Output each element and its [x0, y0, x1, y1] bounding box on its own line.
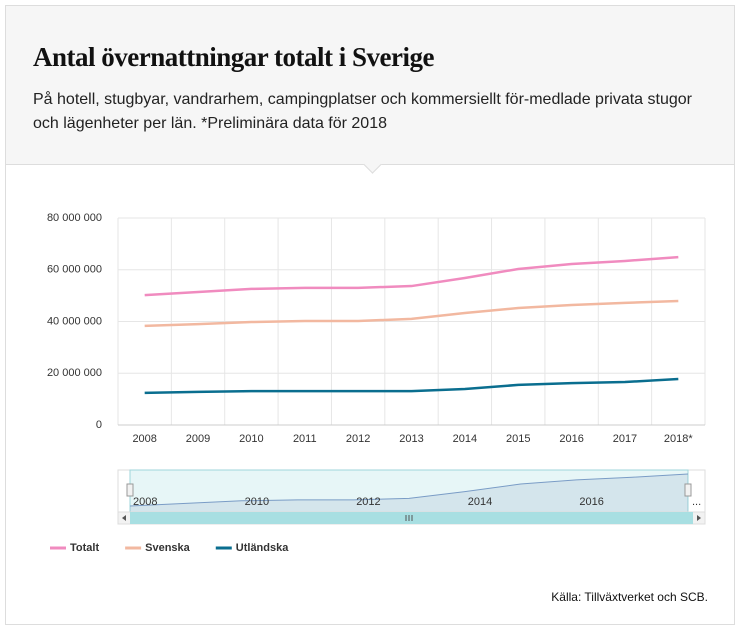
x-tick-label: 2009 — [186, 433, 210, 445]
series-line — [144, 255, 679, 297]
x-tick-label: 2015 — [506, 433, 530, 445]
legend-label: Utländska — [236, 542, 289, 554]
series-line — [144, 299, 679, 328]
navigator-line — [129, 473, 689, 507]
x-tick-label: 2017 — [613, 433, 637, 445]
y-tick-label: 80 000 000 — [47, 212, 102, 224]
source: Källa: Tillväxtverket och SCB. — [551, 590, 708, 604]
y-tick-label: 0 — [96, 419, 102, 431]
x-tick-label: 2008 — [132, 433, 156, 445]
y-tick-label: 20 000 000 — [47, 367, 102, 379]
x-tick-label: 2010 — [239, 433, 263, 445]
navigator-window — [129, 469, 689, 513]
scroll-right — [697, 515, 701, 521]
x-tick-label: 2012 — [346, 433, 370, 445]
y-tick-label: 60 000 000 — [47, 264, 102, 276]
navigator-label: 2012 — [356, 496, 380, 508]
chart-subtitle: På hotell, stugbyar, vandrarhem, camping… — [33, 91, 692, 132]
navigator-label: 2016 — [579, 496, 603, 508]
x-tick-label: 2011 — [293, 433, 317, 445]
chart-title: Antal övernattningar totalt i Sverige — [33, 42, 434, 72]
navigator-handle — [126, 483, 134, 497]
navigator-label: 2010 — [245, 496, 269, 508]
navigator-area — [130, 474, 688, 512]
header: Antal övernattningar totalt i Sverige På… — [6, 6, 734, 165]
navigator-label: 2014 — [468, 496, 492, 508]
x-tick-label: 2016 — [559, 433, 583, 445]
series-line — [144, 377, 679, 395]
x-tick-label: 2014 — [453, 433, 477, 445]
legend-label: Totalt — [70, 542, 99, 554]
x-tick-label: 2018* — [664, 433, 693, 445]
navigator-label: ... — [692, 496, 701, 508]
card: Antal övernattningar totalt i Sverige På… — [5, 5, 735, 625]
legend-label: Svenska — [145, 542, 191, 554]
scroll-left — [122, 515, 126, 521]
navigator-label: 2008 — [133, 496, 157, 508]
navigator-handle — [684, 483, 692, 497]
x-tick-label: 2013 — [399, 433, 423, 445]
y-tick-label: 40 000 000 — [47, 315, 102, 327]
